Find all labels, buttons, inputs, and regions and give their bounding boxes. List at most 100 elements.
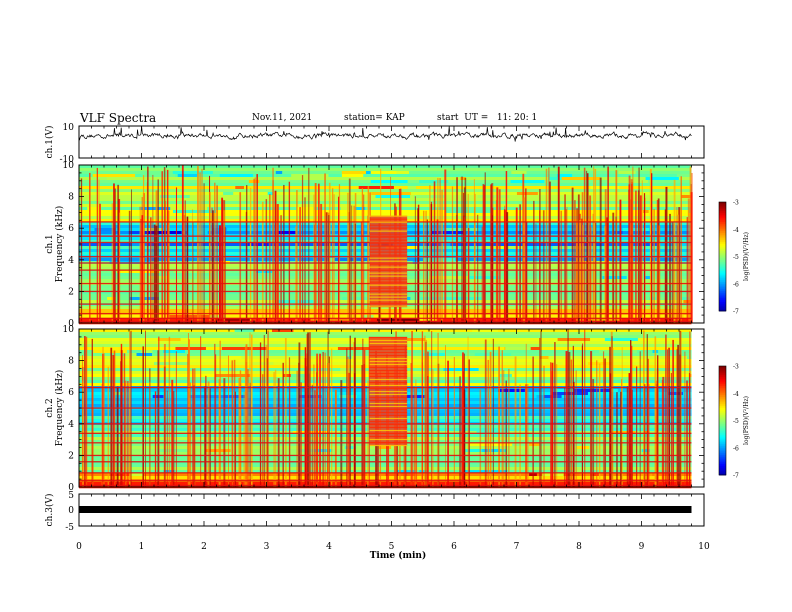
ch1-burst-row bbox=[369, 305, 408, 307]
ch1-sferic-streak bbox=[444, 169, 447, 323]
ch2-band-segment bbox=[419, 470, 429, 473]
ch1-sferic-streak bbox=[605, 208, 607, 323]
ch1-band-segment bbox=[215, 318, 252, 321]
ch2-band-segment bbox=[145, 329, 186, 332]
ch2-colorbar-cell bbox=[719, 407, 726, 410]
ch2-band-segment bbox=[251, 362, 274, 365]
ch1-band-segment bbox=[131, 243, 146, 246]
ch1-sferic-streak bbox=[348, 178, 351, 323]
ch2-sferic-streak bbox=[413, 386, 415, 487]
ch2-sferic-streak bbox=[503, 370, 505, 487]
ch1-sferic-streak bbox=[463, 192, 465, 323]
ch2-sferic-streak bbox=[410, 362, 413, 487]
ch1-sferic-streak bbox=[362, 194, 365, 323]
ch1-sferic-streak bbox=[496, 187, 499, 323]
ch1-colorbar-cell bbox=[719, 296, 726, 299]
ch2-sferic-streak bbox=[551, 362, 554, 487]
ch2-sferic-streak bbox=[540, 330, 542, 487]
ch2-band-row bbox=[79, 458, 692, 462]
ch2-burst-row bbox=[369, 408, 408, 411]
ch2-burst-row bbox=[369, 393, 408, 396]
ch1-band-row bbox=[79, 315, 692, 319]
ch1-sferic-streak bbox=[325, 212, 328, 323]
ch1-band-segment bbox=[614, 231, 623, 234]
ch2-colorbar-cell bbox=[719, 438, 726, 441]
ch1-band-segment bbox=[599, 243, 640, 246]
ch3-signal-trace bbox=[79, 506, 692, 513]
ch2-sferic-streak bbox=[228, 355, 229, 487]
ch1-band-segment bbox=[496, 246, 508, 249]
ch1-band-segment bbox=[645, 177, 679, 180]
ch2-sferic-streak bbox=[91, 385, 94, 487]
ch2-band-row bbox=[79, 455, 692, 459]
ch2-sferic-streak bbox=[598, 363, 601, 487]
ch2-sferic-streak bbox=[445, 345, 446, 487]
ch2-colorbar-cell bbox=[719, 458, 726, 461]
ch1-band-segment bbox=[455, 276, 501, 279]
ch1-colorbar-cell bbox=[719, 243, 726, 246]
ch1-sferic-streak bbox=[89, 197, 91, 323]
ch1-colorbar-cell bbox=[719, 218, 726, 221]
ch2-sferic-streak bbox=[334, 389, 337, 487]
ch2-narrowband-line bbox=[79, 480, 692, 482]
ch1-band-segment bbox=[223, 192, 234, 195]
ch1-band-row bbox=[79, 204, 692, 208]
ch2-colorbar-cell bbox=[719, 424, 726, 427]
ch1-volt-axis-label: ch.1(V) bbox=[44, 126, 55, 159]
ch1-sferic-streak bbox=[542, 210, 545, 323]
ch2-burst-row bbox=[369, 420, 408, 423]
ch1-sferic-streak bbox=[118, 198, 121, 323]
ch2-band-segment bbox=[353, 449, 363, 452]
ch1-sferic-streak bbox=[167, 210, 170, 323]
ch2-band-segment bbox=[130, 473, 143, 476]
ch1-band-segment bbox=[354, 207, 366, 210]
ch2-colorbar-cell bbox=[719, 402, 726, 405]
ch2-burst-row bbox=[369, 342, 408, 345]
ch1-colorbar-cell bbox=[719, 272, 726, 276]
ch1-sferic-streak bbox=[653, 208, 655, 323]
ch1-sferic-streak bbox=[525, 188, 527, 323]
ch1-colorbar-cell bbox=[719, 265, 726, 268]
ch2-burst-row bbox=[369, 345, 408, 348]
ch1-burst-row bbox=[369, 215, 408, 217]
ch1-sferic-streak bbox=[414, 196, 416, 323]
ch1-burst-row bbox=[369, 227, 408, 229]
ch2-sferic-streak bbox=[346, 348, 348, 487]
ch1-colorbar-cell bbox=[719, 294, 726, 297]
ch2-burst-row bbox=[369, 348, 408, 351]
ch2-colorbar-tick-label: -3 bbox=[733, 364, 739, 371]
ch2-sferic-streak bbox=[354, 337, 356, 487]
ch2-sferic-streak bbox=[316, 353, 319, 487]
ch1-band-segment bbox=[177, 174, 198, 177]
ch1-sferic-streak bbox=[490, 184, 493, 323]
ch2-colorbar-cell bbox=[719, 393, 726, 396]
ch2-sferic-streak bbox=[163, 343, 166, 487]
ch1-colorbar-cell bbox=[719, 236, 726, 239]
ch2-band-segment bbox=[175, 347, 206, 350]
ch1-band-segment bbox=[676, 174, 691, 177]
ch1-sferic-streak bbox=[223, 210, 226, 323]
ch2-sferic-streak bbox=[149, 381, 151, 487]
y-tick-label: 8 bbox=[68, 193, 74, 203]
ch2-sferic-streak bbox=[463, 353, 465, 487]
ch1-band-segment bbox=[594, 246, 602, 249]
ch2-sferic-streak bbox=[421, 331, 424, 487]
ch1-colorbar-cell bbox=[719, 229, 726, 232]
ch1-sferic-streak bbox=[526, 222, 528, 323]
ch1-sferic-streak bbox=[157, 179, 159, 323]
ch2-band-segment bbox=[592, 473, 599, 476]
ch1-sferic-streak bbox=[317, 183, 320, 323]
ch2-band-row bbox=[79, 470, 692, 474]
ch2-colorbar-cell bbox=[719, 409, 726, 412]
ch2-band-segment bbox=[499, 374, 512, 377]
ch1-sferic-streak bbox=[269, 194, 271, 323]
y-tick-label: 4 bbox=[68, 256, 74, 266]
ch2-sferic-streak bbox=[554, 342, 556, 487]
ch2-sferic-streak bbox=[84, 335, 86, 487]
y-tick-label: 0 bbox=[68, 319, 74, 329]
ch2-sferic-streak bbox=[239, 370, 242, 487]
ch1-sferic-streak bbox=[152, 174, 154, 323]
ch2-colorbar-cell bbox=[719, 376, 726, 380]
ch2-colorbar-cell bbox=[719, 464, 726, 467]
